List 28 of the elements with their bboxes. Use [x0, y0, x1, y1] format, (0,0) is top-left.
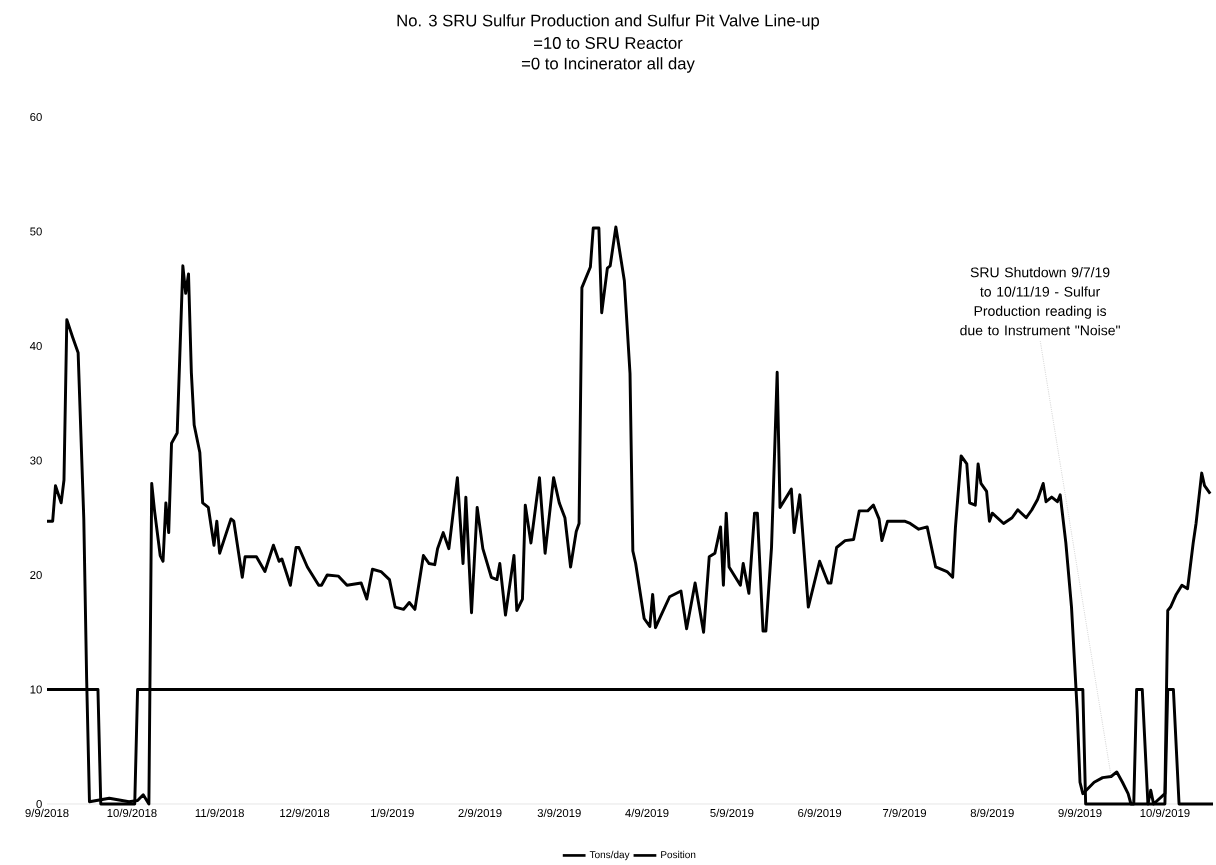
legend-label: Position — [661, 850, 696, 858]
x-tick-label: 2/9/2019 — [458, 808, 502, 817]
chart-title: No. 3 SRU Sulfur Production and Sulfur Pit Valve Line-up — [397, 14, 820, 30]
text: =0 to Incinerator all day — [521, 57, 695, 73]
legend-label: Tons/day — [589, 850, 630, 860]
x-tick-label: 11/9/2018 — [195, 808, 244, 817]
x-tick-label: 6/9/2019 — [798, 808, 842, 817]
y-tick-label: 10 — [30, 685, 42, 694]
y-tick-label: 0 — [36, 799, 42, 808]
x-tick-label: 12/9/2018 — [280, 808, 330, 817]
annotation: SRU Shutdown 9/7/19 to 10/11/19 - Sulfur Production reading is due to Instrument "Noise" — [960, 266, 1120, 336]
y-tick-label: 20 — [30, 570, 42, 579]
x-tick-label: 9/9/2018 — [25, 808, 69, 817]
chart-subtitle: =10 to SRU Reactor — [534, 36, 683, 49]
y-tick-label: 40 — [29, 341, 42, 350]
x-tick-label: 4/9/2019 — [625, 808, 669, 817]
line-series — [45, 225, 1212, 806]
y-tick-label: 30 — [30, 456, 42, 465]
y-tick-label: 60 — [30, 112, 42, 121]
x-tick-label: 1/9/2019 — [371, 808, 414, 817]
x-tick-label: 7/9/2019 — [883, 808, 927, 817]
x-tick-label: 10/9/2018 — [107, 808, 157, 817]
x-tick-label: 8/9/2019 — [970, 808, 1014, 817]
x-tick-label: 9/9/2019 — [1058, 808, 1102, 817]
x-tick-label: 3/9/2019 — [537, 808, 581, 817]
x-tick-label: 10/9/2019 — [1140, 808, 1190, 817]
y-tick-label: 50 — [30, 227, 42, 236]
x-tick-label: 5/9/2019 — [710, 808, 754, 817]
